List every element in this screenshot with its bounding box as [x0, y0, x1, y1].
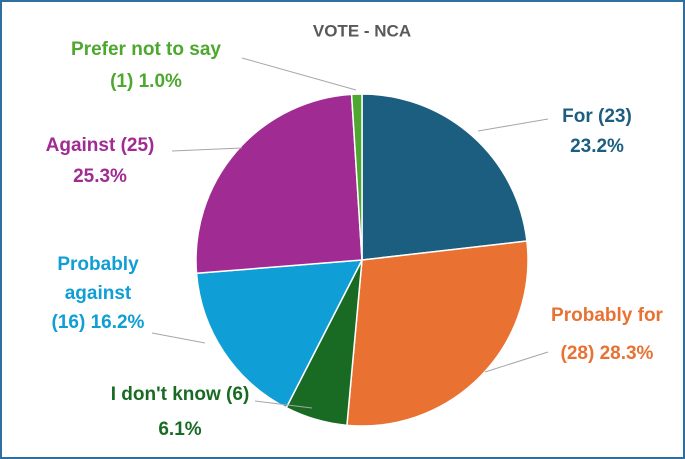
leader-line	[477, 118, 549, 132]
pie-slice	[361, 93, 528, 261]
data-label: 6.1%	[158, 419, 201, 440]
leader-line	[241, 57, 357, 91]
pie-slice	[195, 93, 363, 275]
data-label: (16) 16.2%	[52, 312, 145, 333]
chart-title: VOTE - NCA	[313, 21, 411, 40]
data-label: 23.2%	[570, 136, 624, 157]
leader-line	[254, 400, 313, 409]
pie-slice	[346, 240, 529, 427]
data-label: Probably for	[551, 305, 664, 326]
data-label: For (23)	[562, 106, 632, 127]
pie-slice	[195, 259, 364, 409]
data-label: Against (25)	[46, 135, 155, 156]
data-label: Prefer not to say	[71, 39, 221, 60]
data-label: against	[65, 283, 132, 304]
leader-line	[171, 147, 243, 152]
data-label: I don't know (6)	[111, 384, 250, 405]
leader-line	[484, 351, 549, 373]
data-label: 25.3%	[73, 166, 127, 187]
leader-line	[151, 332, 206, 344]
data-label: (1) 1.0%	[110, 71, 182, 92]
pie-slice	[350, 93, 363, 261]
data-label: Probably	[57, 254, 139, 275]
data-label: (28) 28.3%	[561, 343, 654, 364]
